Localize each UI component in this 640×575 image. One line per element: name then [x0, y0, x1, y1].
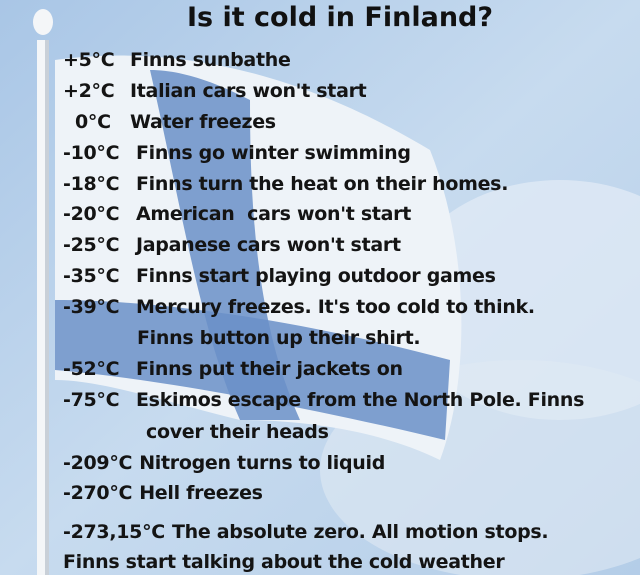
description: Finns put their jackets on: [136, 358, 403, 380]
flag-pole-shade: [45, 40, 49, 575]
temperature: -20°C: [63, 203, 120, 225]
description: Nitrogen turns to liquid: [139, 452, 385, 474]
entry: -25°C Japanese cars won't start: [63, 233, 401, 257]
temperature: -25°C: [63, 234, 120, 256]
description: Italian cars won't start: [130, 80, 367, 102]
entry: -75°C Eskimos escape from the North Pole.…: [63, 388, 584, 412]
entry: -209°C Nitrogen turns to liquid: [63, 451, 385, 475]
page-title: Is it cold in Finland?: [186, 2, 494, 33]
description: Finns turn the heat on their homes.: [136, 173, 509, 195]
entry: -20°C American cars won't start: [63, 202, 411, 226]
entry: -10°C Finns go winter swimming: [63, 141, 411, 165]
temperature: -209°C: [63, 452, 133, 474]
temperature: -75°C: [63, 389, 120, 411]
entry: -39°C Mercury freezes. It's too cold to t…: [63, 295, 535, 319]
temperature: -52°C: [63, 358, 120, 380]
description: Hell freezes: [139, 482, 263, 504]
description: Finns start playing outdoor games: [136, 265, 496, 287]
description: Eskimos escape from the North Pole. Finn…: [136, 389, 585, 411]
description: Water freezes: [130, 111, 276, 133]
entry: +2°C Italian cars won't start: [63, 79, 367, 103]
temperature: -39°C: [63, 296, 120, 318]
description: Japanese cars won't start: [136, 234, 401, 256]
temperature: +2°C: [63, 80, 115, 102]
entry: -35°C Finns start playing outdoor games: [63, 264, 496, 288]
temperature: -273,15°C: [63, 521, 165, 543]
temperature: -10°C: [63, 142, 120, 164]
description: American cars won't start: [136, 203, 412, 225]
description: Mercury freezes. It's too cold to think.: [136, 296, 535, 318]
entry-continuation: Finns start talking about the cold weath…: [63, 551, 505, 573]
description: Finns go winter swimming: [136, 142, 411, 164]
entry-continuation: Finns button up their shirt.: [137, 327, 421, 349]
temperature: +5°C: [63, 49, 115, 71]
flag-pole-finial: [33, 9, 53, 35]
entry-continuation: cover their heads: [146, 421, 329, 443]
entry: -52°C Finns put their jackets on: [63, 357, 403, 381]
entry: -273,15°C The absolute zero. All motion s…: [63, 520, 549, 544]
temperature: 0°C: [75, 111, 111, 133]
temperature: -18°C: [63, 173, 120, 195]
entry: -270°C Hell freezes: [63, 481, 263, 505]
entry: -18°C Finns turn the heat on their homes.: [63, 172, 508, 196]
temperature: -35°C: [63, 265, 120, 287]
description: The absolute zero. All motion stops.: [171, 521, 549, 543]
flag-vertical-stripe: [150, 70, 300, 420]
description: Finns sunbathe: [130, 49, 291, 71]
entry: 0°C Water freezes: [75, 110, 276, 134]
entry: +5°C Finns sunbathe: [63, 48, 291, 72]
temperature: -270°C: [63, 482, 133, 504]
